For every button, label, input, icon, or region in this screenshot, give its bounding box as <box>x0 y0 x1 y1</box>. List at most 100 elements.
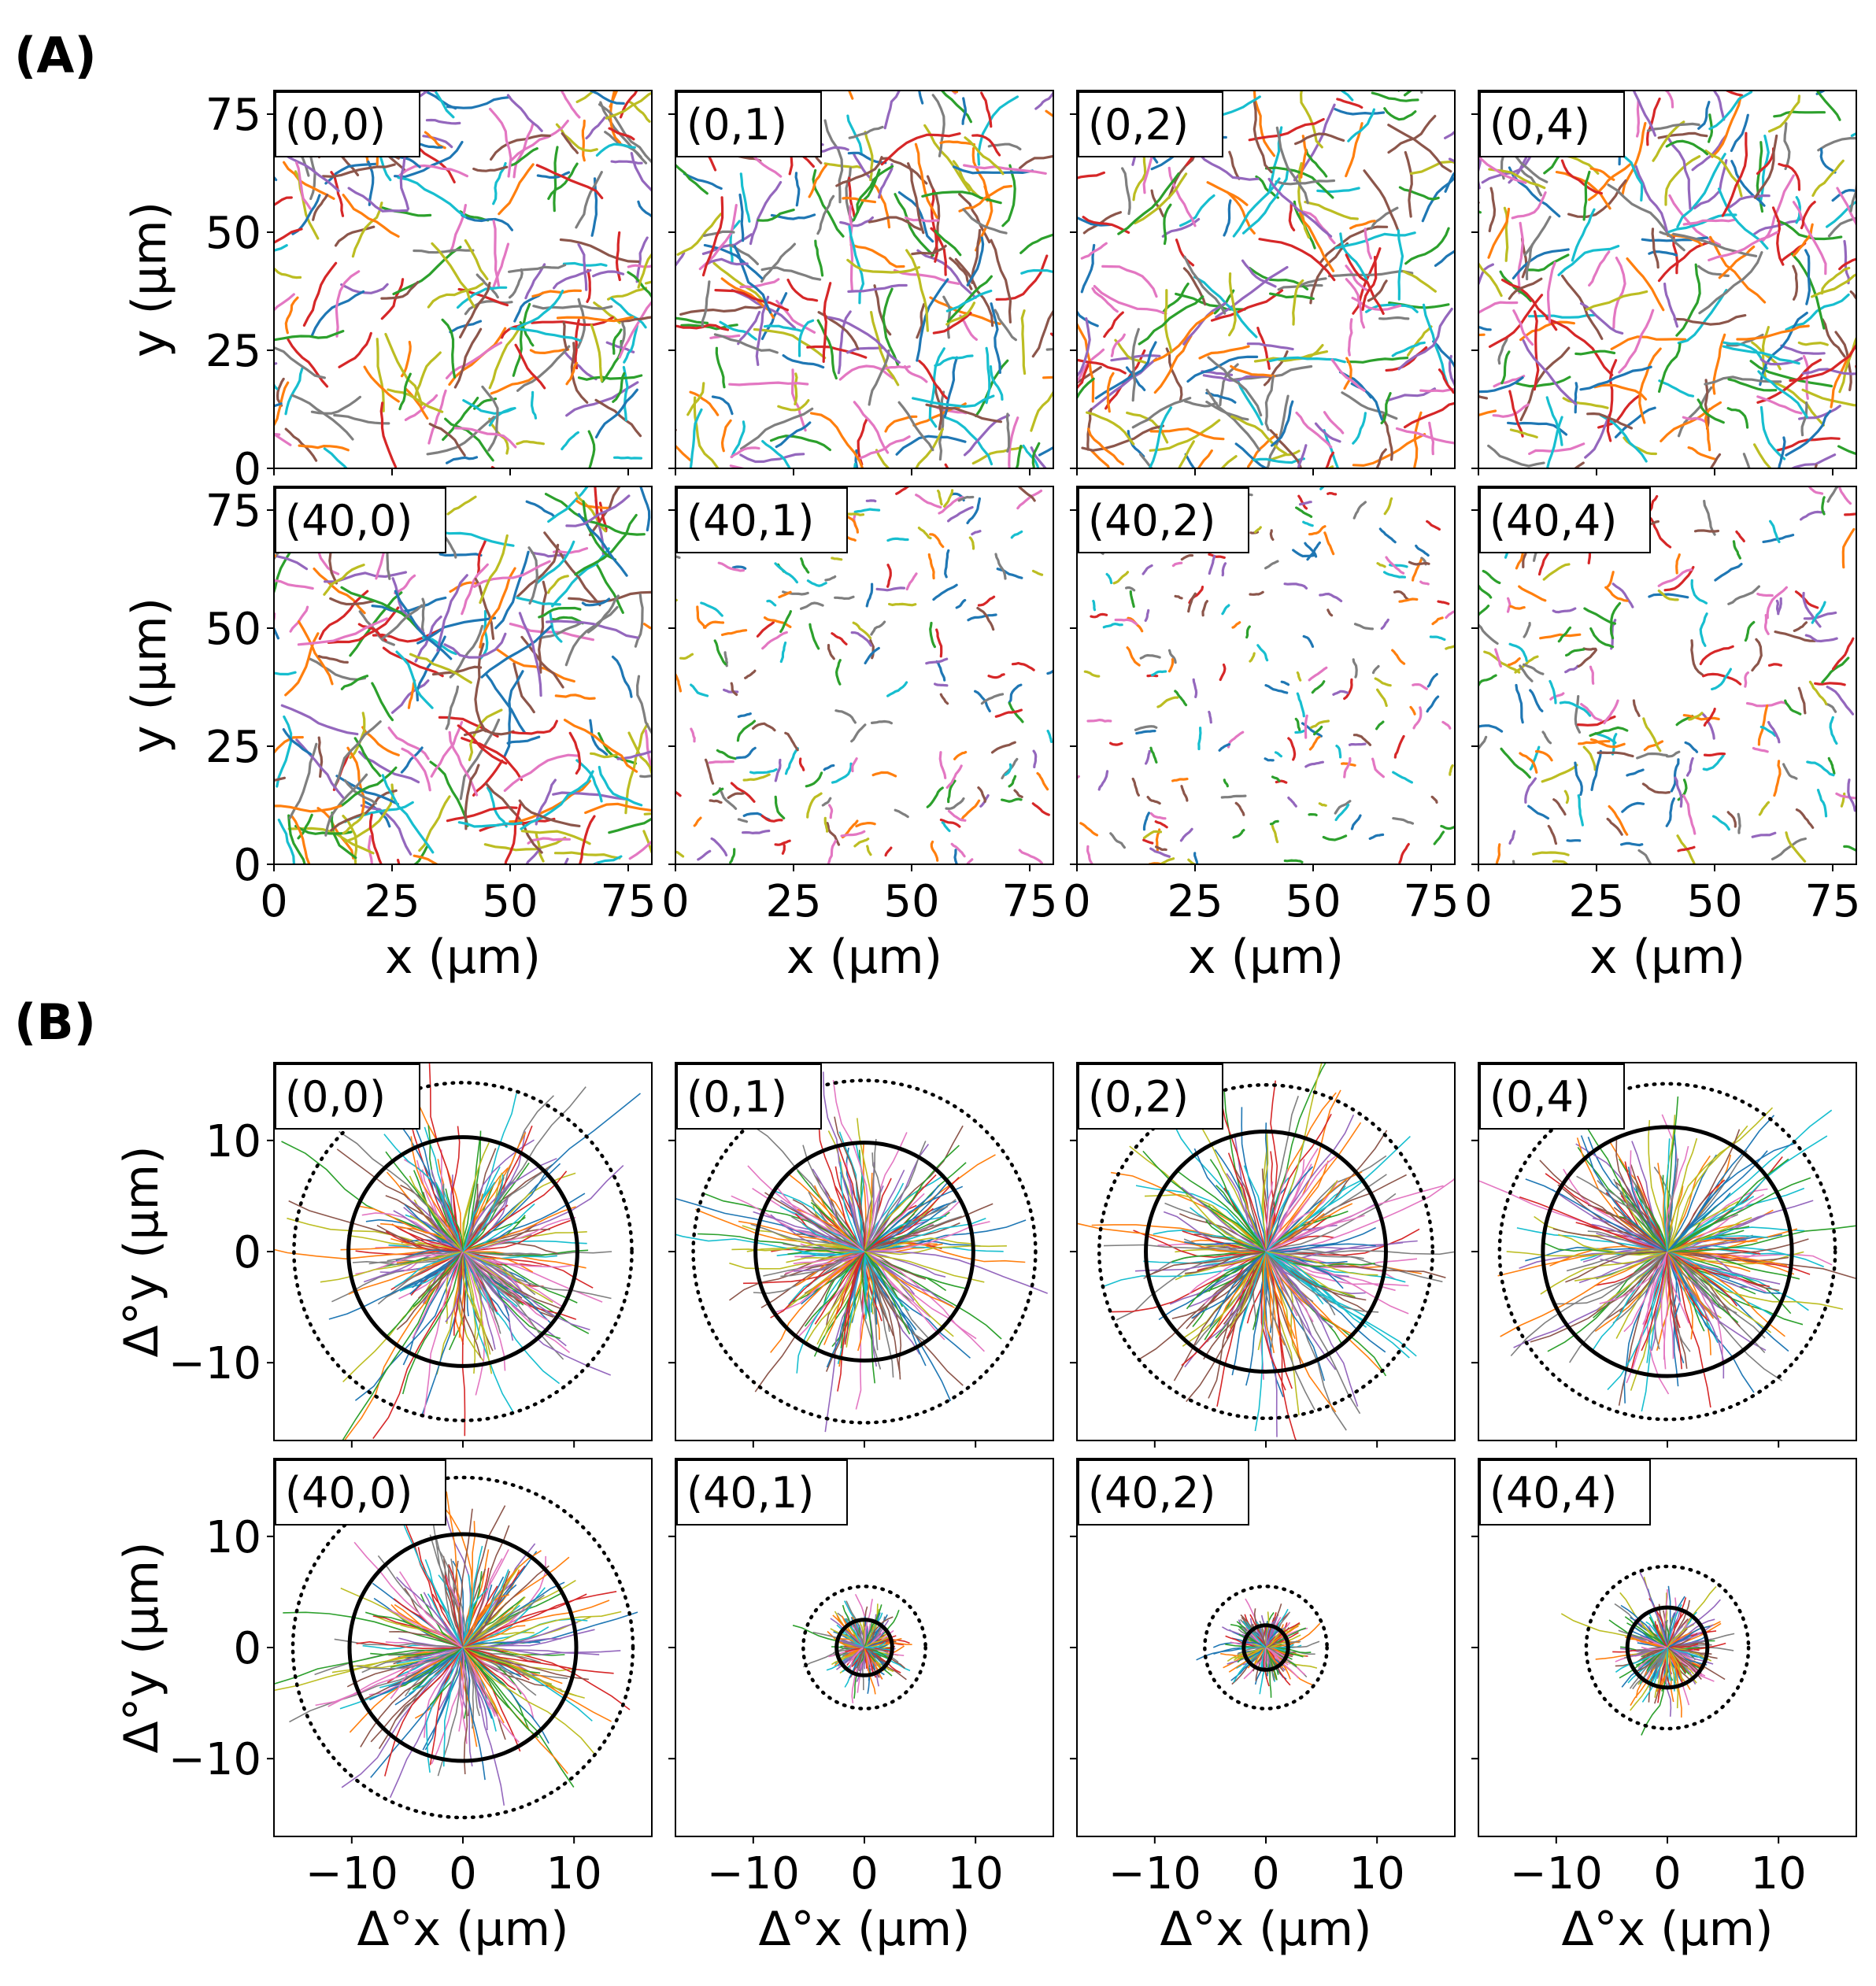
displacement-track <box>1624 1161 1668 1252</box>
trajectory-track <box>274 402 283 408</box>
trajectory-track <box>1192 678 1198 698</box>
trajectory-track <box>1221 562 1227 577</box>
solid-radius-circle <box>1241 1623 1290 1672</box>
displacement-track <box>1209 1251 1267 1327</box>
trajectory-track <box>690 727 696 743</box>
trajectory-track <box>1827 756 1836 775</box>
trajectory-track <box>1478 735 1488 750</box>
trajectory-track <box>590 752 620 759</box>
trajectory-track <box>1264 684 1289 694</box>
trajectory-track <box>1101 264 1158 298</box>
trajectory-track <box>916 278 949 362</box>
trajectory-track <box>1215 265 1289 319</box>
trajectory-track <box>1030 446 1048 468</box>
displacement-track <box>462 1251 611 1376</box>
trajectory-track <box>1256 327 1271 370</box>
trajectory-track <box>565 361 579 386</box>
displacement-track <box>1637 1647 1668 1662</box>
displacement-track <box>361 1212 464 1252</box>
displacement-track <box>864 1125 964 1252</box>
displacement-track <box>399 1571 464 1648</box>
displacement-track <box>445 1188 464 1252</box>
trajectory-track <box>1515 375 1571 388</box>
displacement-track <box>462 1594 545 1648</box>
trajectory-track <box>1332 690 1349 696</box>
displacement-track <box>1229 1251 1267 1329</box>
trajectory-track <box>516 596 561 606</box>
displacement-track <box>462 1647 577 1697</box>
trajectory-track <box>1220 794 1247 799</box>
trajectory-track <box>1785 409 1832 457</box>
displacement-track <box>1648 1119 1668 1252</box>
trajectory-track <box>1393 590 1410 601</box>
trajectory-track <box>1549 679 1557 705</box>
trajectory-track <box>955 598 967 609</box>
trajectory-track <box>1784 699 1802 716</box>
trajectory-track <box>1208 553 1226 559</box>
trajectory-track <box>563 719 638 773</box>
trajectory-track <box>297 617 389 646</box>
trajectory-track <box>929 621 936 649</box>
trajectory-track <box>1031 569 1044 576</box>
trajectory-track <box>761 440 791 468</box>
displacement-track <box>394 1251 464 1288</box>
trajectory-track <box>1197 152 1260 181</box>
trajectory-track <box>947 779 957 804</box>
trajectory-track <box>449 624 484 679</box>
trajectory-track <box>1364 227 1373 260</box>
trajectory-track <box>638 486 651 532</box>
trajectory-track <box>1139 453 1154 468</box>
displacement-track <box>399 1228 464 1252</box>
trajectory-track <box>397 176 467 218</box>
trajectory-track <box>1077 216 1113 227</box>
trajectory-track <box>770 213 816 220</box>
trajectory-track <box>1843 239 1850 285</box>
trajectory-track <box>1677 288 1728 345</box>
displacement-track <box>864 1177 960 1252</box>
trajectory-track <box>1154 820 1168 829</box>
x-tick-label: 0 <box>661 876 690 927</box>
trajectory-track <box>1711 333 1726 395</box>
displacement-track <box>855 1144 865 1252</box>
y-tick-label: 10 <box>205 1512 261 1563</box>
trajectory-track <box>1636 98 1641 138</box>
displacement-track <box>1667 1216 1752 1252</box>
trajectory-track <box>1142 830 1163 840</box>
trajectory-track <box>834 659 842 686</box>
trajectory-track <box>1440 824 1455 830</box>
trajectory-track <box>1408 560 1430 566</box>
x-tick-label: 10 <box>948 1848 1004 1899</box>
trajectory-track <box>1763 614 1770 635</box>
condition-tag-box-a-6 <box>1078 487 1249 553</box>
trajectory-track <box>1324 451 1334 468</box>
trajectory-track <box>1487 207 1511 259</box>
trajectory-track <box>1013 789 1023 798</box>
trajectory-track <box>1753 443 1772 468</box>
displacement-track <box>462 1647 535 1720</box>
trajectory-track <box>1488 187 1497 233</box>
displacement-track <box>462 1251 553 1304</box>
trajectory-track <box>713 333 779 354</box>
trajectory-track <box>612 328 623 355</box>
trajectory-track <box>1412 683 1428 690</box>
trajectory-track <box>1441 720 1452 730</box>
trajectory-track <box>613 456 642 460</box>
displacement-track <box>1265 1251 1417 1357</box>
trajectory-track <box>441 318 457 379</box>
trajectory-track <box>276 377 285 407</box>
trajectory-track <box>1514 655 1539 674</box>
trajectory-track <box>461 213 513 231</box>
trajectory-track <box>1800 401 1808 437</box>
trajectory-track <box>376 338 385 412</box>
trajectory-track <box>344 783 394 843</box>
trajectory-track <box>446 456 479 464</box>
trajectory-track <box>290 815 311 864</box>
trajectory-track <box>510 120 569 161</box>
trajectory-track <box>1756 358 1822 404</box>
trajectory-track <box>710 837 728 856</box>
displacement-track <box>1263 1134 1269 1252</box>
trajectory-track <box>1142 564 1153 575</box>
displacement-track <box>462 1647 541 1674</box>
trajectory-track <box>823 162 863 169</box>
